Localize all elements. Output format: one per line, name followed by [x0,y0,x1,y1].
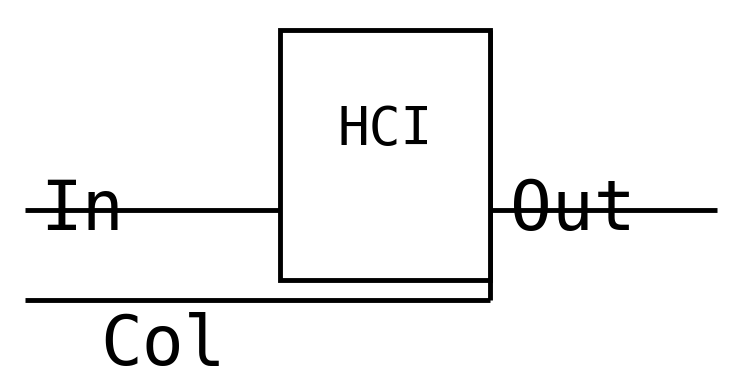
Bar [280,30,490,280]
Text: In: In [40,177,124,244]
Text: Col: Col [100,312,226,378]
Text: HCI: HCI [338,104,433,156]
Text: Out: Out [510,177,636,244]
